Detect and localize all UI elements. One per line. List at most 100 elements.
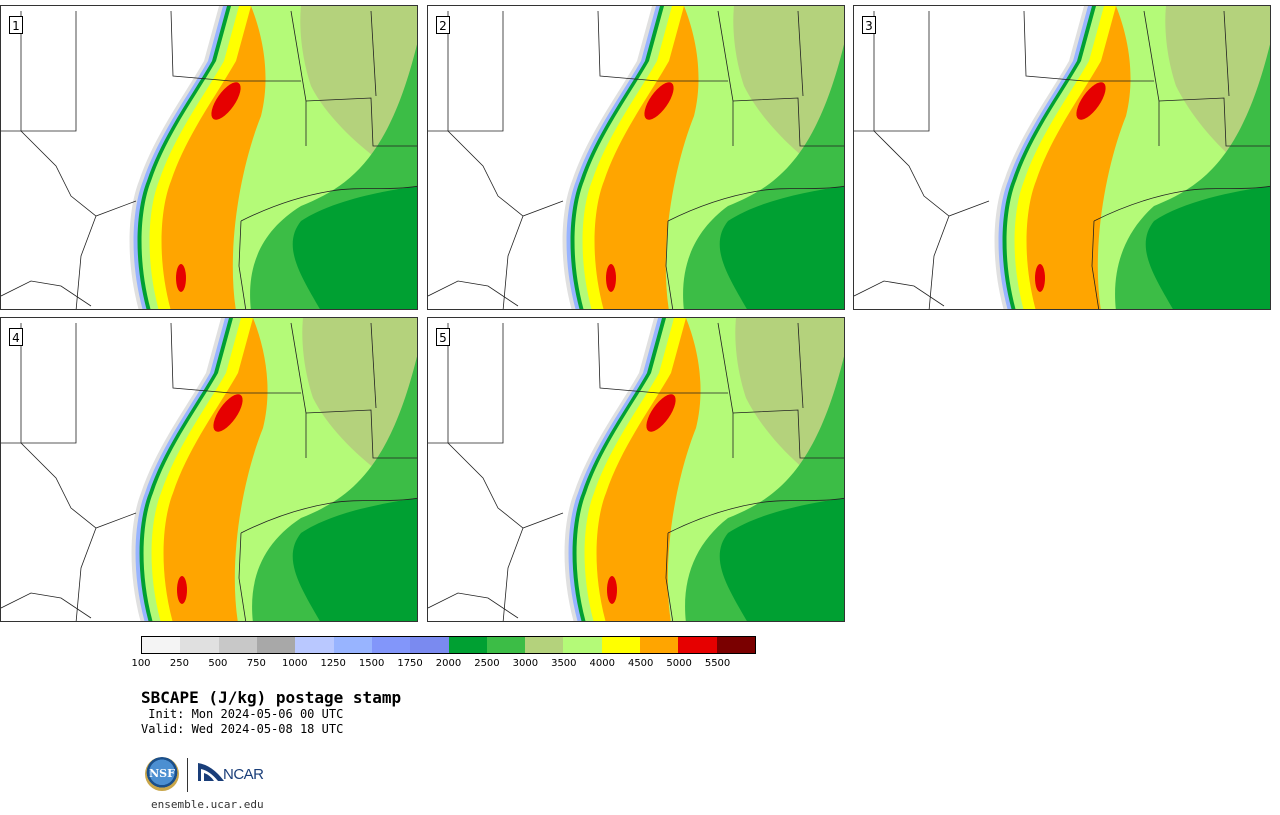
colorbar-swatch: [716, 637, 755, 653]
ncar-logo-text: NCAR: [223, 766, 264, 783]
boundary-line: [447, 323, 504, 444]
boundary-line: [240, 497, 417, 534]
colorbar-swatch: [142, 637, 181, 653]
boundary-line: [370, 322, 377, 409]
cape-map: [428, 6, 844, 309]
nsf-logo-text: NSF: [149, 767, 175, 780]
cape-max-core: [606, 264, 616, 292]
boundary-line: [428, 130, 564, 217]
cape-max-core: [607, 576, 617, 604]
cape-contour: [719, 498, 844, 621]
site-url: ensemble.ucar.edu: [151, 798, 264, 811]
boundary-line: [238, 220, 247, 309]
colorbar-swatch: [333, 637, 372, 653]
colorbar-tick-label: 1750: [397, 658, 423, 669]
cape-max-core: [1035, 264, 1045, 292]
boundary-line: [1091, 220, 1100, 309]
boundary-line: [597, 322, 728, 394]
boundary-line: [428, 442, 564, 529]
boundary-line: [502, 215, 524, 309]
map-panel-3: 3: [853, 5, 1271, 310]
boundary-line: [447, 11, 504, 132]
colorbar-swatch: [371, 637, 411, 653]
panel-label: 5: [436, 328, 450, 346]
colorbar-tick-label: 1500: [358, 658, 385, 669]
boundary-line: [667, 497, 844, 534]
colorbar-tick-label: 2000: [435, 658, 462, 669]
colorbar-swatch: [448, 637, 487, 653]
cape-contour: [292, 498, 417, 621]
boundary-line: [170, 10, 301, 82]
boundary-line: [1093, 185, 1270, 222]
map-panel-1: 1: [0, 5, 418, 310]
boundary-line: [1, 130, 137, 217]
boundary-line: [597, 10, 728, 82]
boundary-line: [1158, 97, 1270, 147]
colorbar-swatch: [678, 637, 717, 653]
colorbar-swatch: [640, 637, 679, 653]
boundary-line: [170, 322, 301, 394]
logo-divider: [187, 758, 188, 792]
panel-label: 2: [436, 16, 450, 34]
cape-max-core: [211, 82, 241, 120]
valid-time: Valid: Wed 2024-05-08 18 UTC: [141, 722, 344, 736]
cape-map: [1, 318, 417, 621]
cape-map: [428, 318, 844, 621]
colorbar-tick-label: 3000: [512, 658, 539, 669]
boundary-line: [240, 185, 417, 222]
colorbar-swatch: [525, 637, 564, 653]
cape-max-core: [176, 264, 186, 292]
colorbar-tick-label: 4000: [589, 658, 615, 669]
boundary-line: [75, 527, 97, 621]
colorbar-swatch: [256, 637, 296, 653]
colorbar-tick-label: 1000: [282, 658, 308, 669]
panel-label: 4: [9, 328, 23, 346]
boundary-line: [797, 322, 804, 409]
boundary-line: [1223, 10, 1230, 97]
boundary-line: [20, 11, 77, 132]
colorbar-swatch: [180, 637, 219, 653]
colorbar-swatch: [563, 637, 602, 653]
init-time: Init: Mon 2024-05-06 00 UTC: [141, 707, 344, 721]
colorbar-swatch: [295, 637, 334, 653]
cape-max-core: [177, 576, 187, 604]
boundary-line: [75, 215, 97, 309]
boundary-line: [1, 280, 92, 307]
boundary-line: [732, 97, 844, 147]
colorbar-tick-label: 1250: [320, 658, 346, 669]
cape-map: [1, 6, 417, 309]
colorbar-ticks: 100 250 500 750 1000 1250 1500 1750 2000 2500 3000…: [131, 658, 756, 672]
boundary-line: [797, 10, 804, 97]
cape-contour: [719, 186, 844, 309]
cape-max-core: [1076, 82, 1106, 120]
boundary-line: [667, 185, 844, 222]
map-panel-2: 2: [427, 5, 845, 310]
cape-contour: [1145, 186, 1270, 309]
colorbar-tick-label: 100: [131, 658, 151, 669]
boundary-line: [665, 532, 674, 621]
colorbar-swatch: [601, 637, 641, 653]
colorbar: [141, 636, 756, 654]
boundary-line: [1023, 10, 1154, 82]
nsf-logo-icon: [145, 757, 179, 791]
boundary-line: [305, 409, 417, 459]
colorbar-swatch: [486, 637, 526, 653]
colorbar-tick-label: 5000: [666, 658, 692, 669]
product-title: SBCAPE (J/kg) postage stamp: [141, 688, 402, 707]
cape-contour: [292, 186, 417, 309]
colorbar-tick-label: 750: [246, 658, 266, 669]
cape-map: [854, 6, 1270, 309]
map-panel-5: 5: [427, 317, 845, 622]
boundary-line: [370, 10, 377, 97]
colorbar-swatch: [218, 637, 257, 653]
boundary-line: [665, 220, 674, 309]
colorbar-swatch: [410, 637, 449, 653]
cape-max-core: [644, 82, 674, 120]
boundary-line: [305, 97, 417, 147]
colorbar-tick-label: 4500: [627, 658, 654, 669]
colorbar-tick-label: 5500: [704, 658, 731, 669]
boundary-line: [1, 442, 137, 529]
ncar-logo-icon: [198, 763, 224, 781]
boundary-line: [428, 280, 519, 307]
boundary-line: [732, 409, 844, 459]
